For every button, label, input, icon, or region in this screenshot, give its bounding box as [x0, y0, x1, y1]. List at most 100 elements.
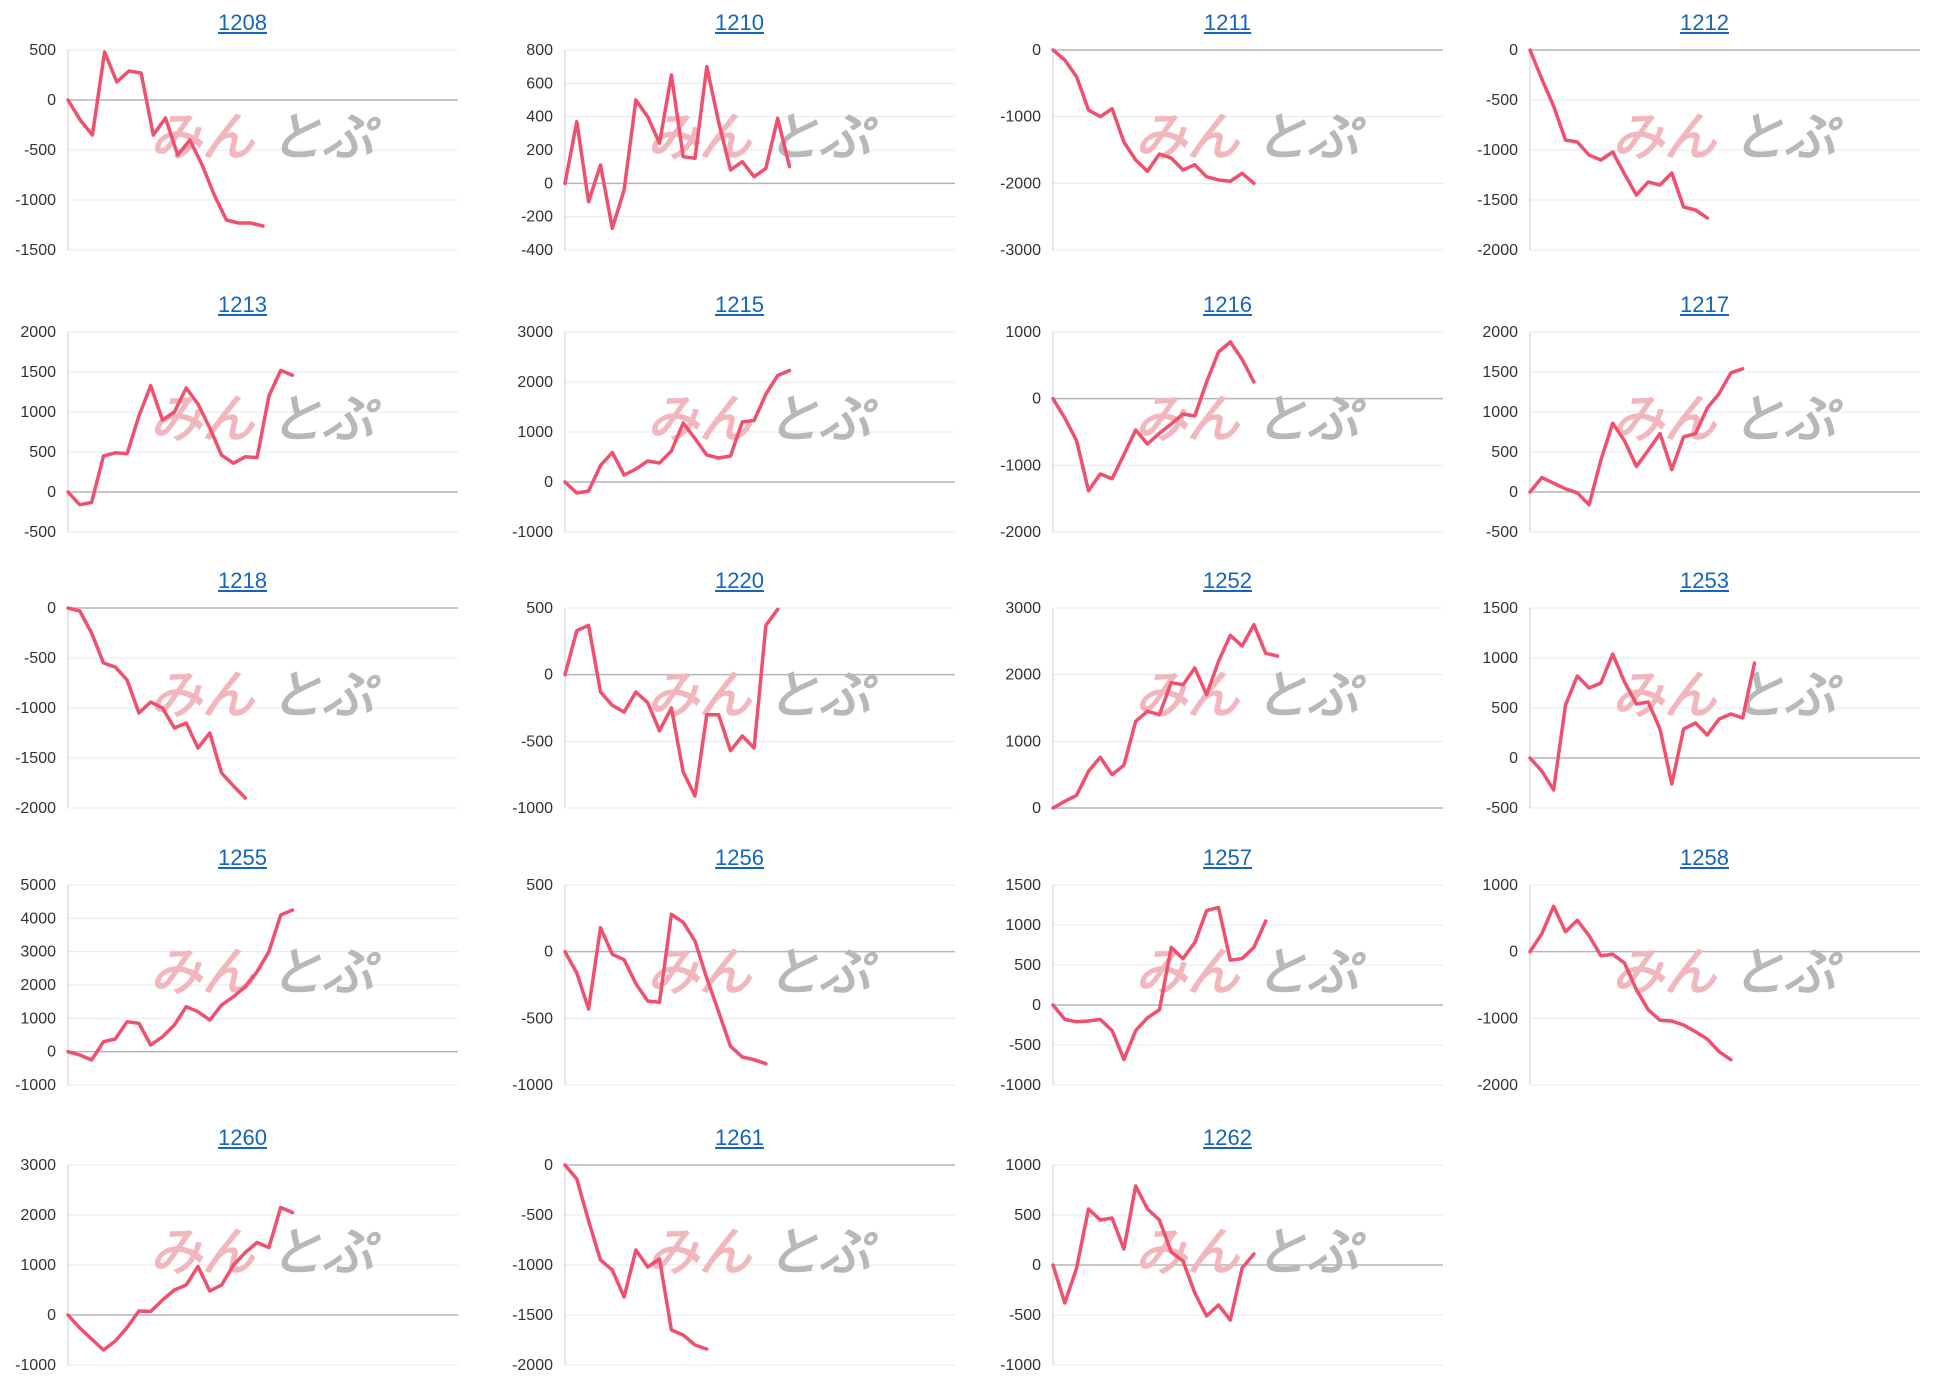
- chart-title-link[interactable]: 1218: [218, 568, 267, 593]
- y-tick-label: 3000: [517, 324, 553, 341]
- line-chart: 5000 4000 3000 2000 1000 0 -1000 みん とぷ: [15, 877, 458, 1094]
- y-tick-label: 1000: [1005, 324, 1041, 341]
- watermark-logo: みん: [647, 666, 753, 726]
- y-tick-label: 0: [544, 1157, 553, 1174]
- y-tick-label: -500: [24, 650, 56, 667]
- watermark-logo: とぷ: [1255, 666, 1367, 726]
- chart-title-link[interactable]: 1261: [715, 1125, 764, 1150]
- watermark-logo: とぷ: [270, 108, 382, 168]
- y-tick-label: 1500: [1482, 364, 1518, 381]
- series-line: [1051, 622, 1280, 810]
- y-tick-label: 0: [47, 1044, 56, 1061]
- chart-title-link[interactable]: 1216: [1203, 292, 1252, 317]
- y-tick-label: -2000: [512, 1357, 553, 1374]
- chart-panel-1213: 1213 2000 1500 1000 500 0 -500 みん とぷ: [0, 282, 485, 557]
- chart-title-link[interactable]: 1210: [715, 10, 764, 35]
- series-line: [66, 1205, 295, 1352]
- series-line: [1051, 48, 1256, 186]
- line-chart: 0 -1000 -2000 -3000 みん とぷ: [1000, 42, 1443, 259]
- chart-panel-1257: 1257 1500 1000 500 0 -500 -1000 みん とぷ: [985, 835, 1470, 1110]
- series-line: [66, 50, 265, 228]
- y-tick-label: 800: [526, 42, 553, 59]
- y-tick-label: 1000: [1482, 404, 1518, 421]
- y-tick-label: 500: [1014, 957, 1041, 974]
- y-tick-label: 3000: [1005, 600, 1041, 617]
- watermark-logo: みん: [1612, 108, 1718, 168]
- y-tick-label: -1000: [512, 1077, 553, 1094]
- y-tick-label: 2000: [1005, 667, 1041, 684]
- y-tick-label: 1000: [20, 404, 56, 421]
- y-tick-label: 0: [47, 484, 56, 501]
- chart-title-link[interactable]: 1212: [1680, 10, 1729, 35]
- watermark-logo: みん: [150, 943, 256, 1003]
- series-line: [1051, 905, 1268, 1062]
- chart-title-link[interactable]: 1211: [1203, 10, 1252, 35]
- y-tick-label: 500: [29, 42, 56, 59]
- chart-title-link[interactable]: 1208: [218, 10, 267, 35]
- watermark-logo: とぷ: [1732, 943, 1844, 1003]
- y-tick-label: -1000: [15, 192, 56, 209]
- watermark-logo: とぷ: [1255, 390, 1367, 450]
- y-tick-label: -1500: [512, 1307, 553, 1324]
- y-tick-label: -2000: [1477, 1077, 1518, 1094]
- y-tick-label: 0: [1509, 42, 1518, 59]
- y-tick-label: 1000: [1482, 877, 1518, 894]
- chart-title-link[interactable]: 1252: [1203, 568, 1252, 593]
- y-tick-label: 1500: [20, 364, 56, 381]
- chart-panel-1218: 1218 0 -500 -1000 -1500 -2000 みん とぷ: [0, 558, 485, 833]
- y-tick-label: -2000: [1000, 175, 1041, 192]
- chart-title-link[interactable]: 1256: [715, 845, 764, 870]
- y-tick-label: 0: [47, 92, 56, 109]
- series-line: [563, 912, 768, 1066]
- watermark-logo: みん: [647, 1223, 753, 1283]
- chart-title-link[interactable]: 1257: [1203, 845, 1252, 870]
- watermark-logo: とぷ: [270, 666, 382, 726]
- y-tick-label: -2000: [1000, 524, 1041, 541]
- watermark-logo: とぷ: [270, 943, 382, 1003]
- y-tick-label: 2000: [1482, 324, 1518, 341]
- watermark-logo: とぷ: [1255, 1223, 1367, 1283]
- y-tick-label: -1000: [1000, 1077, 1041, 1094]
- y-tick-label: 5000: [20, 877, 56, 894]
- chart-title-link[interactable]: 1220: [715, 568, 764, 593]
- series-line: [1051, 1184, 1256, 1322]
- y-tick-label: 0: [1032, 42, 1041, 59]
- chart-panel-1215: 1215 3000 2000 1000 0 -1000 みん とぷ: [497, 282, 982, 557]
- y-tick-label: -1000: [1000, 457, 1041, 474]
- chart-title-link[interactable]: 1253: [1680, 568, 1729, 593]
- y-tick-label: 0: [544, 474, 553, 491]
- chart-panel-1258: 1258 1000 0 -1000 -2000 みん とぷ: [1462, 835, 1940, 1110]
- chart-title-link[interactable]: 1255: [218, 845, 267, 870]
- chart-panel-1262: 1262 1000 500 0 -500 -1000 みん とぷ: [985, 1115, 1470, 1390]
- y-tick-label: 500: [526, 600, 553, 617]
- y-tick-label: -1000: [1477, 142, 1518, 159]
- chart-title-link[interactable]: 1215: [715, 292, 764, 317]
- chart-title-link[interactable]: 1213: [218, 292, 267, 317]
- y-tick-label: 0: [1032, 1257, 1041, 1274]
- y-tick-label: 1500: [1482, 600, 1518, 617]
- y-tick-label: -500: [1009, 1307, 1041, 1324]
- line-chart: 0 -500 -1000 -1500 -2000 みん とぷ: [512, 1157, 955, 1374]
- series-line: [66, 606, 248, 800]
- y-tick-label: -2000: [15, 800, 56, 817]
- chart-title-link[interactable]: 1258: [1680, 845, 1729, 870]
- chart-title-link[interactable]: 1262: [1203, 1125, 1252, 1150]
- chart-panel-1256: 1256 500 0 -500 -1000 みん とぷ: [497, 835, 982, 1110]
- y-tick-label: 0: [1032, 391, 1041, 408]
- chart-panel-1212: 1212 0 -500 -1000 -1500 -2000 みん とぷ: [1462, 0, 1940, 275]
- y-tick-label: 200: [526, 142, 553, 159]
- y-tick-label: 1000: [517, 424, 553, 441]
- y-tick-label: 0: [47, 1307, 56, 1324]
- chart-title-link[interactable]: 1260: [218, 1125, 267, 1150]
- watermark-logo: とぷ: [767, 943, 879, 1003]
- chart-title-link[interactable]: 1217: [1680, 292, 1729, 317]
- y-tick-label: -2000: [1477, 242, 1518, 259]
- watermark-logo: みん: [150, 108, 256, 168]
